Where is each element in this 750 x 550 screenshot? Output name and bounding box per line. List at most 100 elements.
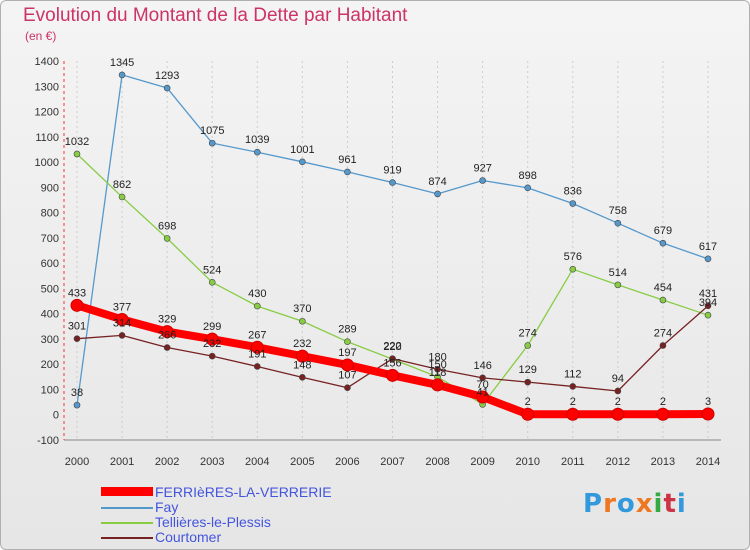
- y-tick-label: 200: [41, 359, 59, 371]
- series-0-point: [250, 340, 264, 354]
- data-label: 107: [338, 370, 356, 382]
- x-tick-label: 2000: [65, 456, 89, 468]
- series-2-point: [73, 150, 81, 158]
- data-label: 112: [564, 368, 582, 380]
- series-0-point: [295, 349, 309, 363]
- series-1-point: [163, 84, 171, 92]
- series-1-point: [389, 179, 396, 186]
- series-group: [70, 71, 715, 421]
- series-2-point: [614, 281, 622, 289]
- series-3-point: [73, 335, 81, 342]
- x-tick-label: 2005: [290, 456, 314, 468]
- y-tick-label: 500: [41, 283, 59, 295]
- data-label: 197: [338, 347, 356, 359]
- data-label: 927: [473, 163, 491, 175]
- data-label: 41: [477, 386, 489, 398]
- x-tick-label: 2012: [606, 456, 630, 468]
- data-label: 836: [564, 186, 582, 198]
- x-tick-label: 2008: [425, 456, 449, 468]
- series-0-point: [205, 332, 219, 346]
- series-0-point: [115, 312, 129, 326]
- series-1-point: [118, 71, 126, 79]
- legend-swatch-ferrieres: [101, 487, 153, 496]
- series-3-point: [614, 387, 622, 395]
- series-0-point: [431, 378, 445, 392]
- data-label: 898: [519, 170, 537, 182]
- x-tick-label: 2002: [155, 456, 179, 468]
- series-0-point: [476, 390, 490, 404]
- data-label: 919: [383, 165, 401, 177]
- axes: [63, 61, 721, 441]
- data-label: 94: [612, 373, 624, 385]
- logo-letter: x: [635, 489, 654, 519]
- data-label: 232: [203, 338, 221, 350]
- data-label: 524: [203, 264, 221, 276]
- x-tick-label: 2001: [110, 456, 134, 468]
- data-label: 314: [113, 317, 131, 329]
- series-2-point: [704, 311, 712, 319]
- data-label: 220: [383, 341, 401, 353]
- series-1-point: [434, 190, 441, 198]
- data-label: 698: [158, 220, 176, 232]
- x-tick-label: 2014: [696, 456, 720, 468]
- data-label: 1039: [245, 134, 269, 146]
- logo-letter: i: [676, 489, 687, 519]
- data-label: 1293: [155, 70, 179, 82]
- series-3-point: [299, 374, 306, 381]
- y-tick-label: 1100: [35, 132, 59, 144]
- data-label: 394: [699, 297, 717, 309]
- series-2-point: [163, 235, 171, 242]
- series-3-point: [208, 352, 216, 360]
- y-tick-label: 1400: [35, 56, 59, 68]
- data-label: 1345: [110, 57, 134, 69]
- data-label: 329: [158, 314, 176, 326]
- data-label: 266: [158, 330, 176, 342]
- x-tick-label: 2013: [651, 456, 675, 468]
- series-3-point: [118, 332, 126, 339]
- series-2-point: [569, 265, 577, 273]
- data-label: 156: [383, 357, 401, 369]
- data-label: 3: [705, 396, 711, 408]
- series-0-point: [521, 407, 535, 421]
- series-3-point: [389, 355, 396, 362]
- data-label: 2: [615, 396, 621, 408]
- series-0-point: [656, 407, 670, 421]
- logo-letter: t: [663, 489, 677, 519]
- legend-swatch-tellieres: [101, 522, 153, 524]
- series-3-point: [704, 302, 712, 310]
- legend-label-ferrieres: FERRIèRES-LA-VERRERIE: [155, 484, 332, 500]
- data-label: 433: [68, 287, 86, 299]
- data-label: 862: [113, 179, 131, 191]
- data-label: 431: [699, 288, 717, 300]
- y-tick-label: 300: [41, 334, 59, 346]
- data-label: 301: [68, 321, 86, 333]
- data-label: 274: [519, 328, 537, 340]
- data-label: 38: [71, 387, 83, 399]
- x-axis-ticks: 2000 2001 2002 2003 2004 2005 2006 2007 2008 2009…: [65, 456, 720, 468]
- series-1-point: [344, 168, 351, 176]
- series-2-point: [659, 296, 667, 304]
- data-label: 191: [248, 348, 266, 360]
- proxiti-logo: Proxiti: [583, 489, 687, 519]
- data-label: 961: [338, 154, 356, 166]
- chart-unit: (en €): [25, 29, 57, 43]
- data-label: 70: [477, 379, 489, 391]
- series-2-point: [208, 279, 216, 286]
- series-1-point: [479, 177, 486, 184]
- logo-letter: i: [653, 489, 664, 519]
- x-tick-label: 2010: [515, 456, 539, 468]
- data-label: 148: [293, 359, 311, 371]
- data-label: 874: [428, 176, 446, 188]
- logo-letter: P: [583, 489, 604, 519]
- y-tick-label: -100: [37, 435, 59, 447]
- y-tick-label: 0: [53, 410, 59, 422]
- series-0-point: [340, 358, 354, 372]
- series-0-point: [386, 368, 399, 382]
- logo-letter: r: [603, 489, 617, 519]
- series-3-point: [659, 342, 667, 349]
- y-tick-label: 700: [41, 233, 59, 245]
- series-0-point: [566, 407, 580, 421]
- x-tick-label: 2006: [335, 456, 359, 468]
